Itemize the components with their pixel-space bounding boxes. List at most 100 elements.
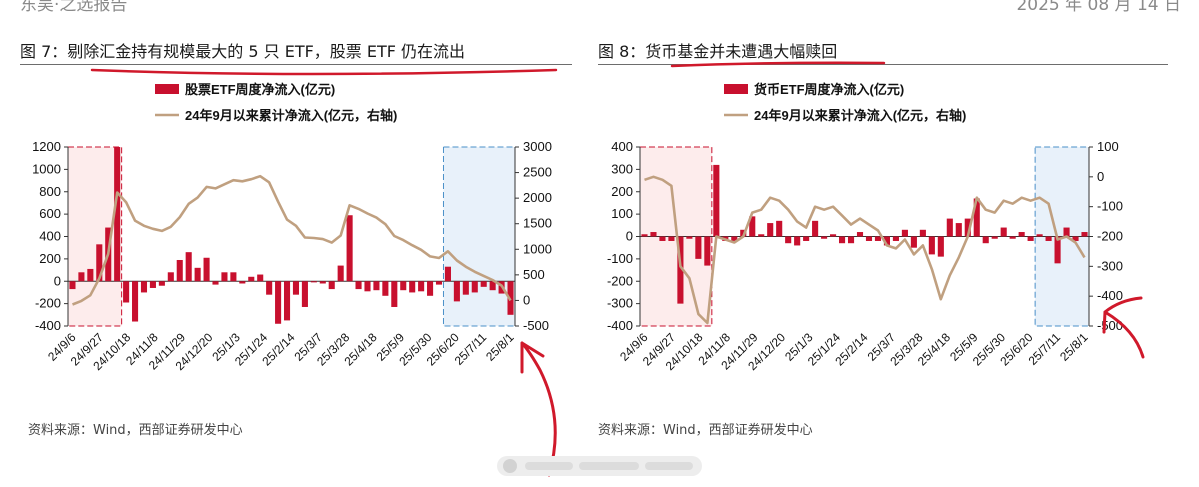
chart1-cumulative-line (72, 174, 512, 306)
chart1-bar (123, 281, 130, 303)
chart1-bar (489, 281, 496, 291)
chart1-bar (132, 281, 139, 322)
chart2-bar (821, 236, 828, 239)
chart2-x-tick-label: 25/7/11 (1026, 330, 1064, 368)
chart1-bar (87, 268, 94, 282)
chart2-bar (1054, 236, 1061, 264)
chart2-bar (749, 216, 756, 237)
chart1-bar (382, 281, 389, 296)
chart2-x-tick-label: 25/8/1 (1057, 330, 1091, 364)
chart2-bar (973, 198, 980, 237)
chart2-bar (991, 236, 998, 239)
chart1-bar (78, 272, 85, 282)
chart2-bar (1027, 236, 1034, 241)
chart1-left-tick-label: 1000 (32, 161, 61, 176)
scroll-segment (525, 462, 573, 470)
chart1-bar (471, 281, 478, 293)
chart2-bar (803, 236, 810, 241)
scroll-segment (579, 462, 639, 470)
chart1-bar (176, 259, 183, 282)
header-right-partial: 2025 年 08 月 14 日 (1016, 0, 1181, 15)
chart1-bar (257, 274, 264, 282)
chart2-bar (892, 236, 899, 241)
header-left-partial: 东吴·之选报告 (20, 0, 128, 15)
chart2-bar (874, 236, 882, 241)
chart1-right-tick-label: 2500 (523, 165, 552, 180)
chart1-right-tick-label: 1500 (523, 216, 552, 231)
chart1-title: 图 7：剔除汇金持有规模最大的 5 只 ETF，股票 ETF 仍在流出 (20, 42, 466, 61)
chart1-left-tick-label: 1200 (32, 139, 61, 154)
chart1-bar (391, 281, 398, 307)
chart1-svg: 股票ETF周度净流入(亿元) 24年9月以来累计净流入(亿元，右轴) -400 -20… (32, 82, 552, 373)
chart1-bar (355, 281, 362, 290)
scroll-knob[interactable] (503, 459, 517, 473)
chart1-highlight-region-left (67, 146, 123, 327)
chart1-bar (69, 281, 76, 290)
chart2-bar (1045, 236, 1052, 241)
chart2-bar (1036, 234, 1043, 237)
chart2-title: 图 8：货币基金并未遭遇大幅赎回 (598, 42, 838, 61)
chart2-right-tick-label: 0 (1097, 169, 1104, 184)
chart1-bar (96, 244, 103, 282)
chart2-left-tick-label: 300 (611, 161, 633, 176)
chart2-cumulative-line (644, 175, 1086, 325)
chart1-bar (319, 281, 326, 284)
chart1-bar (427, 281, 434, 296)
scrollbar-overlay[interactable] (497, 456, 702, 476)
scroll-segment (645, 462, 693, 470)
chart2-bar (919, 229, 926, 237)
chart2-left-tick-label: -200 (607, 273, 633, 288)
chart2-bar (767, 223, 774, 237)
chart1-bar (167, 272, 174, 282)
chart1-left-tick-label: 200 (39, 251, 61, 266)
chart2-bar (982, 236, 989, 244)
chart1-x-tick-label: 25/8/1 (483, 330, 517, 364)
chart1-bar (266, 281, 273, 295)
chart1-bar (373, 281, 380, 291)
chart1-left-tick-label: -200 (35, 296, 61, 311)
chart2-bar (686, 236, 693, 239)
chart2-bar (758, 234, 765, 237)
chart2-title-rule (598, 64, 1168, 65)
chart1-bar (283, 281, 291, 321)
chart2-bar (704, 236, 711, 266)
chart1-bar (230, 272, 237, 282)
chart2-left-tick-label: 400 (611, 139, 633, 154)
chart1-bar (418, 281, 425, 292)
chart2-bar (1018, 232, 1025, 237)
chart2-bar (668, 236, 675, 241)
chart2-bar (1000, 227, 1007, 237)
chart1-bar (364, 281, 371, 292)
chart1-bar (212, 281, 219, 285)
chart2-svg: 货币ETF周度净流入(亿元) 24年9月以来累计净流入(亿元，右轴) -400 -30… (607, 82, 1123, 373)
chart2-right-tick-label: -300 (1097, 258, 1123, 273)
chart1-bar (194, 267, 201, 282)
chart1-bar (185, 252, 192, 282)
chart1-left-tick-label: -400 (35, 318, 61, 333)
chart2-left-tick-label: 0 (626, 229, 633, 244)
chart2-right-tick-label: -100 (1097, 199, 1123, 214)
chart2-legend-label-bar: 货币ETF周度净流入(亿元) (754, 82, 904, 97)
chart2-bar (677, 236, 684, 304)
chart2-bar (1072, 236, 1079, 241)
chart2-bar (883, 236, 891, 246)
chart1-bar (158, 281, 165, 286)
chart2-source: 资料来源：Wind，西部证券研发中心 (598, 423, 813, 438)
chart2-bar (1009, 236, 1016, 239)
chart2-bar (659, 236, 666, 241)
chart2-right-tick-label: 100 (1097, 139, 1119, 154)
chart1-right-tick-label: 1000 (523, 241, 552, 256)
chart1-bar (328, 281, 335, 290)
chart2-bar (910, 236, 917, 248)
chart2-bar (830, 234, 837, 237)
chart1-right-tick-label: 500 (523, 267, 545, 282)
chart1-title-rule (20, 64, 572, 65)
chart1-bar (453, 281, 460, 302)
chart1-bar (400, 281, 407, 291)
chart2-left-tick-label: -300 (607, 296, 633, 311)
chart2-bar (856, 232, 864, 237)
chart1-left-tick-label: 600 (39, 206, 61, 221)
chart2-bar (785, 236, 792, 244)
chart1-right-tick-label: 2000 (523, 190, 552, 205)
chart2-right-tick-label: -500 (1097, 318, 1123, 333)
